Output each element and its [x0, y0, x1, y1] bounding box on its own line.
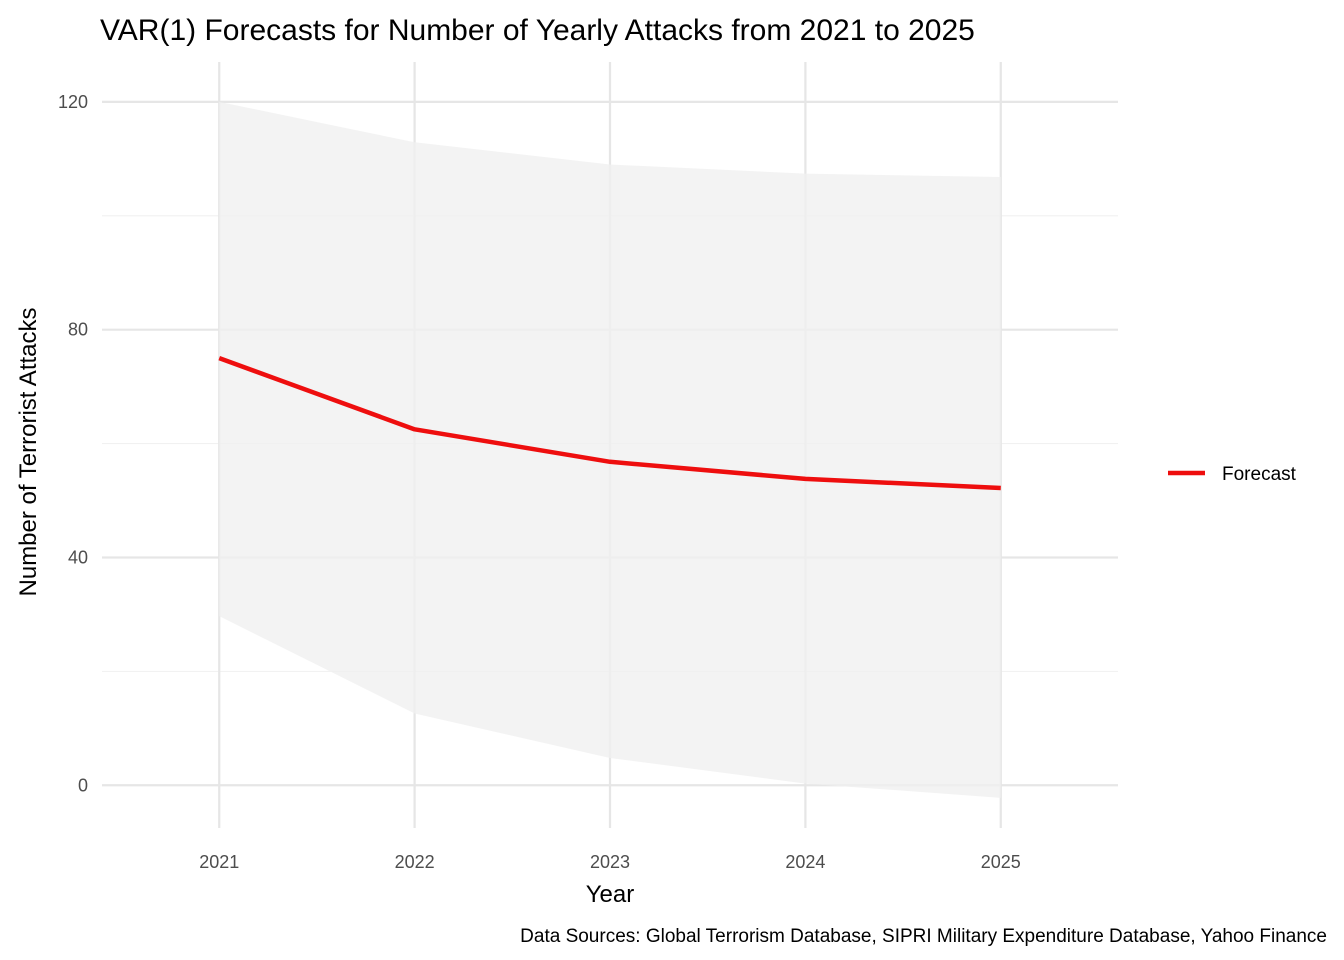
y-tick-label-40: 40: [68, 547, 88, 567]
x-tick-label-2023: 2023: [590, 852, 630, 872]
caption: Data Sources: Global Terrorism Database,…: [520, 926, 1327, 947]
x-tick-label-2022: 2022: [395, 852, 435, 872]
y-tick-label-120: 120: [58, 92, 88, 112]
x-axis-tick-labels: 2021 2022 2023 2024 2025: [199, 852, 1021, 872]
plot-panel: [102, 62, 1118, 828]
forecast-interval-ribbon: [219, 101, 1001, 798]
chart-title: VAR(1) Forecasts for Number of Yearly At…: [100, 14, 975, 47]
y-axis-title: Number of Terrorist Attacks: [15, 308, 42, 597]
legend-label-forecast: Forecast: [1222, 464, 1297, 485]
x-tick-label-2025: 2025: [981, 852, 1021, 872]
y-tick-label-80: 80: [68, 320, 88, 340]
x-tick-label-2024: 2024: [785, 852, 825, 872]
y-tick-label-0: 0: [78, 775, 88, 795]
y-axis-tick-labels: 0 40 80 120: [58, 92, 88, 795]
x-tick-label-2021: 2021: [199, 852, 239, 872]
x-axis-title: Year: [586, 881, 635, 908]
legend: Forecast: [1168, 464, 1297, 485]
